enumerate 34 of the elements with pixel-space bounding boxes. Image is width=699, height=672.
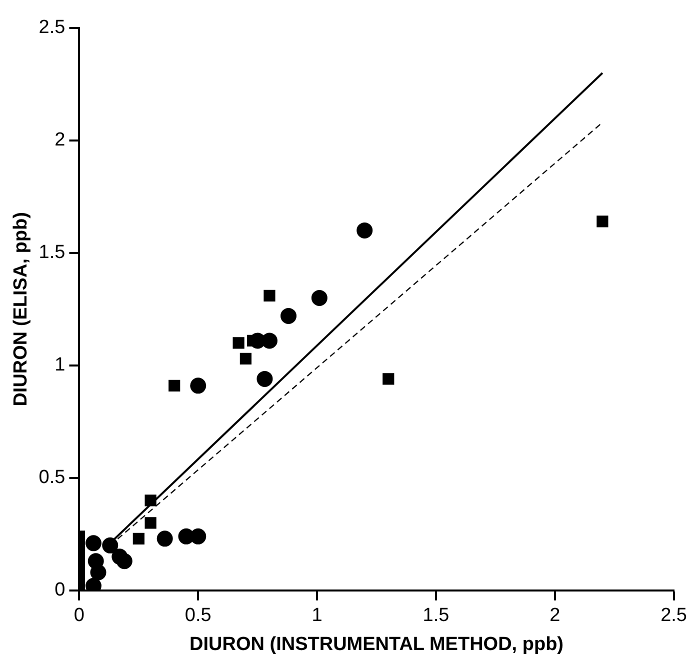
point (240, 352, 252, 364)
y-axis-title: DIURON (ELISA, ppb) (10, 212, 32, 406)
point (382, 373, 394, 385)
y-tick-label: 0.5 (38, 467, 66, 488)
x-axis-title: DIURON (INSTRUMENTAL METHOD, ppb) (190, 634, 564, 655)
x-tick-label: 0 (74, 605, 84, 626)
point (311, 290, 328, 306)
y-tick-label: 0 (54, 580, 66, 601)
y-tick-label: 1.5 (38, 242, 66, 264)
point (190, 528, 206, 544)
x-tick-label: 1.5 (422, 605, 450, 626)
y-tick-label: 2.5 (38, 17, 66, 38)
point (144, 494, 156, 506)
point (356, 222, 373, 238)
x-tick-label: 0.5 (184, 605, 212, 626)
point (116, 553, 132, 570)
point (232, 337, 244, 349)
point (144, 517, 156, 529)
point (132, 532, 144, 544)
point (90, 564, 106, 580)
point (264, 290, 276, 302)
point (596, 216, 608, 228)
point (156, 530, 173, 547)
y-tick-label: 1 (54, 354, 66, 376)
point (280, 308, 297, 324)
y-tick-label: 2 (54, 130, 66, 151)
point (85, 535, 102, 552)
x-tick-label: 1 (312, 605, 322, 626)
point (102, 537, 118, 554)
point (190, 378, 206, 394)
x-tick-label: 2 (550, 605, 560, 626)
x-tick-label: 2.5 (660, 605, 688, 626)
point (256, 370, 273, 387)
point (168, 380, 180, 392)
